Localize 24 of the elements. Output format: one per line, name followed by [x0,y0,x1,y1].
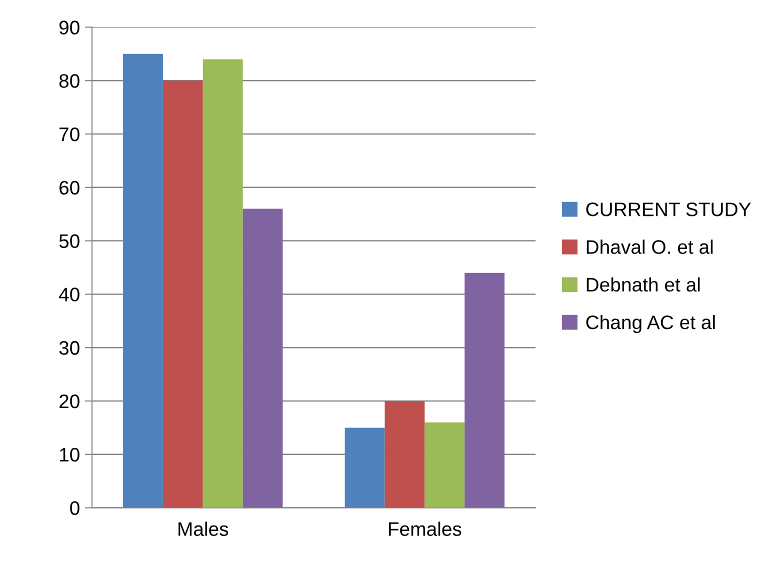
legend-label: Debnath et al [586,277,700,292]
x-tick-label: Females [388,522,462,536]
bar [123,54,163,508]
bar [384,400,425,508]
y-tick-label: 20 [60,394,80,408]
legend-label: Dhaval O. et al [586,240,713,254]
bar [162,80,203,508]
x-tick-label: Males [178,522,228,536]
y-tick-label: 70 [60,127,80,142]
bar [202,59,243,508]
y-tick-label: 0 [70,501,80,516]
bar [242,208,283,508]
y-tick-label: 50 [59,234,80,248]
y-tick-label: 30 [59,341,80,355]
y-tick-label: 10 [60,448,80,462]
bar [344,428,385,508]
bar [464,272,505,508]
y-tick-label: 40 [58,288,80,302]
y-tick-label: 60 [60,180,80,195]
legend-label: CURRENT STUDY [586,202,751,216]
y-tick-label: 80 [59,74,80,88]
legend-label: Chang AC et al [586,314,715,334]
y-tick-label: 90 [59,20,80,34]
bar [424,422,465,508]
